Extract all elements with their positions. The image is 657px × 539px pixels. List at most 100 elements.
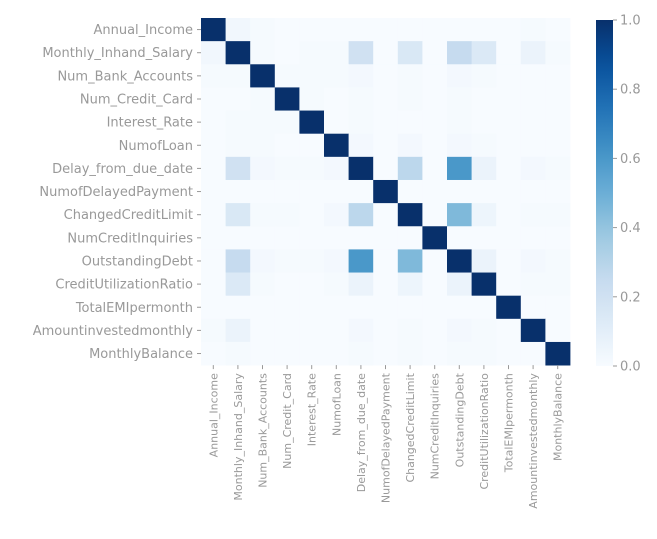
heatmap-cell <box>397 272 423 297</box>
heatmap-cell <box>225 272 251 297</box>
heatmap-cell <box>422 87 448 111</box>
heatmap-cell <box>201 318 226 343</box>
heatmap-cell <box>422 341 448 366</box>
heatmap-cell <box>299 133 325 158</box>
heatmap-cell <box>201 41 226 65</box>
x-tick-label: OutstandingDebt <box>453 372 466 467</box>
heatmap-cell <box>447 133 472 158</box>
y-tick-label: OutstandingDebt <box>82 254 193 269</box>
heatmap-cell <box>422 249 448 273</box>
heatmap-cell <box>201 110 226 135</box>
heatmap-cell <box>496 226 522 250</box>
heatmap-cell <box>422 295 448 320</box>
heatmap-cell <box>397 87 423 111</box>
heatmap-cell <box>496 341 522 366</box>
heatmap-cell <box>447 249 472 273</box>
x-tick-label: Annual_Income <box>207 373 220 457</box>
heatmap-cell <box>324 18 349 42</box>
heatmap-cell <box>299 295 325 320</box>
heatmap-cell <box>397 110 423 135</box>
heatmap-cell <box>274 110 300 135</box>
heatmap-cell <box>471 41 497 65</box>
heatmap-cell <box>225 156 251 181</box>
heatmap-cell <box>274 226 300 250</box>
heatmap-cell <box>201 295 226 320</box>
heatmap-cell <box>397 341 423 366</box>
heatmap-cell <box>496 295 522 320</box>
heatmap-cell <box>324 341 349 366</box>
heatmap-cell <box>373 179 399 204</box>
colorbar-tick-label: 0.0 <box>620 360 641 375</box>
x-tick-labels: Annual_Income Monthly_Inhand_Salary Num_Ba… <box>207 365 565 509</box>
heatmap-cell <box>545 295 571 320</box>
heatmap-cell <box>545 18 571 42</box>
heatmap-cell <box>299 272 325 297</box>
heatmap-cell <box>201 133 226 158</box>
heatmap-cell <box>397 41 423 65</box>
y-tick-label: Delay_from_due_date <box>52 162 193 177</box>
colorbar-gradient <box>596 20 613 366</box>
heatmap-cell <box>471 87 497 111</box>
colorbar-tick-label: 0.8 <box>620 83 641 98</box>
y-tick-labels: Annual_Income Monthly_Inhand_Salary Num_Ba… <box>33 23 201 362</box>
y-tick-label: Num_Bank_Accounts <box>57 69 193 84</box>
y-tick-label: ChangedCreditLimit <box>64 208 193 223</box>
colorbar-tick-label: 0.2 <box>620 290 641 305</box>
heatmap-cell <box>299 64 325 88</box>
heatmap-cell <box>471 226 497 250</box>
heatmap-cell <box>373 249 399 273</box>
heatmap-cell <box>422 64 448 88</box>
heatmap-cell <box>447 203 472 227</box>
heatmap-cell <box>447 341 472 366</box>
heatmap-cell <box>299 87 325 111</box>
heatmap-cell <box>348 156 374 181</box>
heatmap-cell <box>496 203 522 227</box>
colorbar-tick-label: 0.6 <box>620 152 641 167</box>
x-tick-label: Delay_from_due_date <box>355 373 368 492</box>
heatmap-cell <box>397 249 423 273</box>
heatmap-cell <box>348 203 374 227</box>
heatmap-cell <box>250 226 276 250</box>
heatmap-cell <box>422 18 448 42</box>
heatmap-cell <box>520 249 546 273</box>
heatmap-cell <box>299 203 325 227</box>
heatmap-cell <box>373 203 399 227</box>
heatmap-cell <box>471 179 497 204</box>
heatmap-cell <box>373 64 399 88</box>
heatmap-cell <box>274 272 300 297</box>
x-tick-label: NumCreditInquiries <box>429 373 442 480</box>
heatmap-cell <box>348 341 374 366</box>
x-tick-label: Amountinvestedmonthly <box>527 373 540 509</box>
heatmap-cell <box>250 179 276 204</box>
heatmap-cell <box>299 41 325 65</box>
heatmap-cell <box>250 249 276 273</box>
heatmap-cell <box>299 110 325 135</box>
heatmap-cell <box>397 18 423 42</box>
heatmap-cell <box>201 64 226 88</box>
heatmap-cell <box>471 156 497 181</box>
heatmap-cell <box>274 18 300 42</box>
heatmap-cell <box>471 249 497 273</box>
heatmap-cell <box>471 64 497 88</box>
heatmap-cell <box>299 156 325 181</box>
y-tick-label: NumofLoan <box>119 139 193 154</box>
heatmap-cell <box>348 41 374 65</box>
colorbar: 0.0 0.2 0.4 0.6 0.8 1.0 <box>596 14 641 375</box>
heatmap-cell <box>250 156 276 181</box>
heatmap-cell <box>274 203 300 227</box>
heatmap-cell <box>324 87 349 111</box>
heatmap-cell <box>471 341 497 366</box>
heatmap-cell <box>496 179 522 204</box>
heatmap-cell <box>471 272 497 297</box>
heatmap-cell <box>274 156 300 181</box>
heatmap-cell <box>496 318 522 343</box>
heatmap-cell <box>471 203 497 227</box>
heatmap-cell <box>324 272 349 297</box>
heatmap-cell <box>225 318 251 343</box>
heatmap-cell <box>545 226 571 250</box>
heatmap-cell <box>520 18 546 42</box>
heatmap-cell <box>348 133 374 158</box>
heatmap-cell <box>545 133 571 158</box>
heatmap-cell <box>348 110 374 135</box>
heatmap-cell <box>274 318 300 343</box>
